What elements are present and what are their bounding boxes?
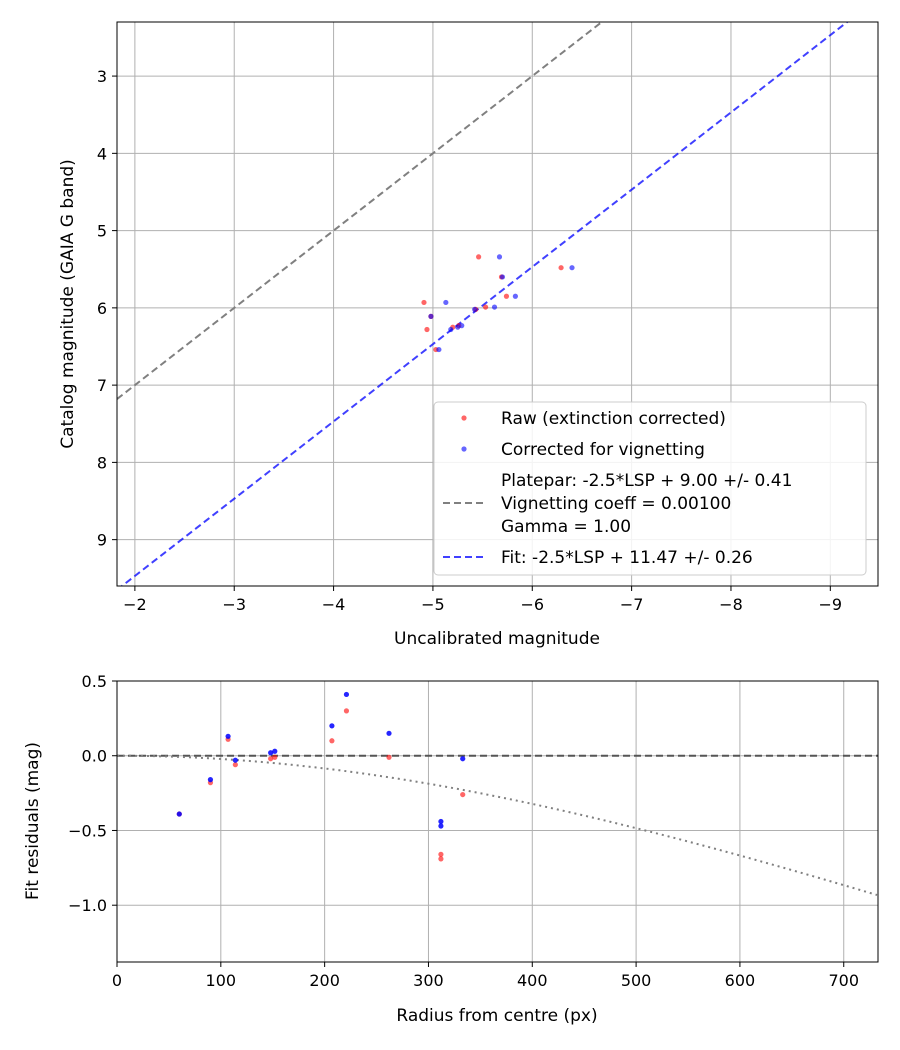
corrected-residual-point (232, 757, 238, 763)
corrected-point (496, 254, 503, 260)
bottom-y-tick-label: 0.5 (82, 672, 107, 691)
corrected-point (512, 293, 518, 299)
bottom-y-axis-label: Fit residuals (mag) (23, 742, 43, 900)
legend-label-platepar-line2: Vignetting coeff = 0.00100 (501, 494, 731, 514)
vignetting-curve (117, 754, 878, 896)
corrected-residual-point (438, 823, 444, 829)
bottom-y-tick-label: −0.5 (68, 821, 107, 840)
corrected-point (499, 274, 506, 280)
corrected-point (569, 265, 575, 271)
bottom-x-ticks: 0 100 200 300 400 500 600 700 (112, 962, 859, 990)
bottom-x-tick-label: 400 (517, 971, 548, 990)
raw-residual-point (343, 708, 350, 714)
legend-marker-corrected (461, 446, 467, 452)
legend-label-platepar-line1: Platepar: -2.5*LSP + 9.00 +/- 0.41 (501, 471, 792, 491)
top-x-tick-label: −9 (819, 595, 843, 614)
bottom-x-tick-label: 200 (309, 971, 340, 990)
bottom-y-tick-label: 0.0 (82, 747, 107, 766)
corrected-point (448, 326, 454, 333)
raw-residual-point (272, 754, 278, 760)
top-y-tick-label: 5 (97, 222, 107, 241)
top-points (421, 254, 575, 353)
raw-point (421, 299, 427, 306)
raw-residual-point (438, 856, 444, 862)
top-x-tick-label: −8 (719, 595, 743, 614)
corrected-residual-point (207, 777, 214, 783)
bottom-plot-area (117, 681, 878, 962)
legend-label-platepar-line3: Gamma = 1.00 (501, 517, 631, 537)
top-plot-frame (116, 21, 879, 587)
corrected-residual-point (386, 730, 392, 736)
top-x-tick-label: −6 (520, 595, 544, 614)
corrected-point (436, 346, 442, 353)
corrected-residual-point (343, 691, 350, 698)
raw-point (558, 265, 564, 271)
platepar-line (117, 22, 604, 400)
top-x-tick-label: −3 (222, 595, 246, 614)
top-plot: −2 −3 −4 −5 −6 −7 −8 −9 3 4 5 6 7 8 9 Uncalibrated ma… (58, 21, 879, 649)
corrected-point (455, 324, 461, 330)
bottom-x-tick-label: 700 (828, 971, 859, 990)
bottom-points (176, 691, 466, 862)
raw-point (424, 326, 430, 333)
raw-residual-point (329, 738, 335, 744)
top-x-tick-label: −7 (620, 595, 644, 614)
bottom-x-tick-label: 600 (725, 971, 756, 990)
bottom-lines (117, 754, 878, 896)
top-y-tick-label: 9 (97, 531, 107, 550)
raw-point (476, 254, 482, 260)
top-y-tick-label: 7 (97, 376, 107, 395)
bottom-y-ticks: 0.5 0.0 −0.5 −1.0 (68, 672, 117, 915)
legend-label-raw: Raw (extinction corrected) (501, 409, 726, 429)
corrected-residual-point (176, 811, 182, 817)
top-y-tick-label: 3 (97, 67, 107, 86)
top-y-ticks: 3 4 5 6 7 8 9 (97, 67, 117, 550)
legend-marker-raw (461, 415, 467, 421)
top-x-axis-label: Uncalibrated magnitude (394, 629, 600, 649)
top-y-tick-label: 8 (97, 453, 107, 472)
raw-residual-point (386, 754, 392, 760)
top-fit-lines (117, 22, 849, 586)
corrected-residual-point (272, 748, 278, 754)
raw-residual-point (268, 756, 274, 762)
corrected-point (443, 299, 449, 306)
top-y-axis-label: Catalog magnitude (GAIA G band) (58, 159, 78, 449)
bottom-x-tick-label: 100 (206, 971, 237, 990)
corrected-residual-point (438, 818, 444, 825)
legend-label-fit: Fit: -2.5*LSP + 11.47 +/- 0.26 (501, 548, 753, 568)
corrected-residual-point (460, 756, 466, 762)
bottom-x-tick-label: 500 (621, 971, 652, 990)
corrected-point (491, 304, 498, 310)
corrected-residual-point (329, 723, 335, 729)
raw-residual-point (460, 791, 466, 798)
raw-residual-point (438, 851, 444, 857)
corrected-point (459, 323, 465, 329)
top-y-tick-label: 6 (97, 299, 107, 318)
bottom-y-tick-label: −1.0 (68, 896, 107, 915)
bottom-plot: 0 100 200 300 400 500 600 700 0.5 0.0 −0.5 −1.0 Ra… (23, 672, 879, 1026)
bottom-x-tick-label: 300 (413, 971, 444, 990)
raw-point (482, 304, 489, 310)
legend-label-corrected: Corrected for vignetting (501, 440, 705, 460)
bottom-x-axis-label: Radius from centre (px) (396, 1006, 597, 1026)
bottom-x-tick-label: 0 (112, 971, 122, 990)
bottom-plot-frame (116, 680, 879, 963)
legend: Raw (extinction corrected) Corrected for… (433, 401, 867, 576)
corrected-residual-point (268, 750, 274, 756)
fit-line (120, 22, 849, 586)
raw-residual-point (232, 762, 238, 768)
top-x-tick-label: −5 (421, 595, 445, 614)
top-x-tick-label: −2 (123, 595, 147, 614)
raw-point (503, 293, 510, 299)
corrected-residual-point (225, 733, 231, 739)
top-x-tick-label: −4 (322, 595, 346, 614)
top-y-tick-label: 4 (97, 144, 107, 163)
top-x-ticks: −2 −3 −4 −5 −6 −7 −8 −9 (123, 586, 842, 614)
legend-box (433, 401, 867, 576)
corrected-point (428, 313, 434, 319)
corrected-point (472, 306, 478, 313)
